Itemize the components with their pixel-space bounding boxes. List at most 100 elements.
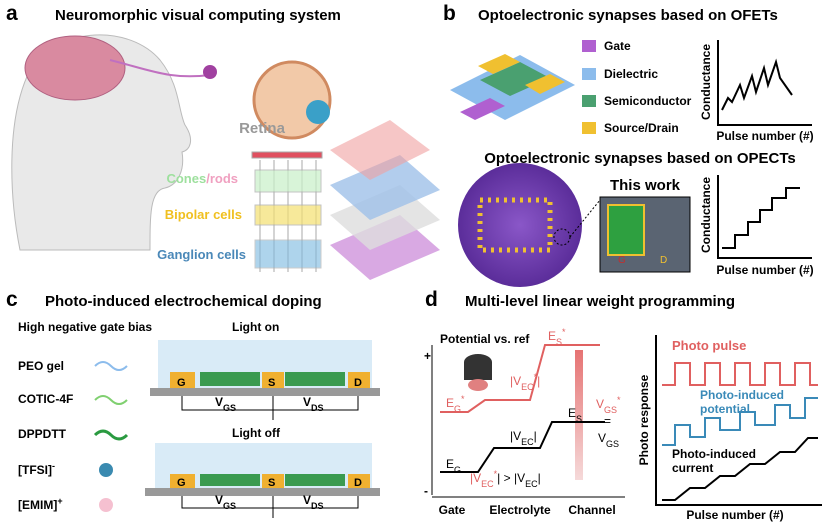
- e-sub: S: [576, 414, 582, 424]
- electrode-label: G: [177, 377, 186, 389]
- panel-d: d Multi-level linear weight programming …: [424, 288, 822, 522]
- potential-label: Potential vs. ref: [440, 332, 530, 346]
- legend-icon: [93, 429, 129, 441]
- y-axis-label: Photo response: [637, 374, 651, 465]
- c: | > |V: [497, 471, 525, 485]
- x-axis-label: Pulse number (#): [716, 263, 813, 277]
- x-axis-label: Pulse number (#): [686, 508, 783, 522]
- panel-title: Neuromorphic visual computing system: [55, 7, 341, 24]
- brain: [24, 35, 126, 101]
- v: |V: [510, 374, 521, 388]
- panel-title: Photo-induced electrochemical doping: [45, 293, 322, 310]
- eg: EG: [446, 457, 461, 475]
- legend-label: DPPDTT: [18, 427, 67, 441]
- es-star: ES*: [548, 327, 566, 347]
- legend-icon: [94, 361, 128, 371]
- axes: [655, 335, 822, 506]
- light-off: Light off: [232, 426, 281, 440]
- vgs: VGS: [598, 431, 619, 449]
- legend-sup: +: [57, 496, 62, 506]
- panel-letter: b: [443, 2, 456, 25]
- panel-letter: d: [425, 288, 438, 311]
- v-end: |: [537, 374, 540, 388]
- y-axis-label: Conductance: [699, 177, 713, 253]
- vec: |VEC|: [510, 429, 537, 447]
- vds: VDS: [303, 395, 324, 413]
- line: Photo-induced: [672, 447, 756, 461]
- x-label: Electrolyte: [489, 503, 551, 517]
- panel-letter: c: [6, 288, 18, 311]
- e-sub: G: [454, 465, 461, 475]
- x-label: Channel: [568, 503, 615, 517]
- chip-label: D: [660, 255, 667, 266]
- e: E: [548, 329, 556, 343]
- e: E: [568, 406, 576, 420]
- e: E: [446, 396, 454, 410]
- vgs: VGS: [215, 493, 236, 511]
- light-on: Light on: [232, 320, 279, 334]
- c: |: [538, 471, 541, 485]
- v: V: [215, 493, 223, 507]
- v-sub: GS: [604, 405, 617, 415]
- v-sub: GS: [606, 439, 619, 449]
- e-sub: S: [556, 337, 562, 347]
- semiconductor-layer: [480, 62, 550, 96]
- x-label: Gate: [439, 503, 466, 517]
- light-source: [464, 362, 492, 380]
- neuron-body: [203, 65, 217, 79]
- e: E: [446, 457, 454, 471]
- pulse-curve: [662, 362, 818, 386]
- this-work: This work: [610, 177, 681, 194]
- panel-a: a Neuromorphic visual computing system R…: [6, 2, 440, 280]
- legend-icon: [99, 498, 113, 512]
- v: V: [215, 395, 223, 409]
- legend-label: Gate: [604, 39, 631, 53]
- ganglion-label: Ganglion cells: [157, 247, 246, 262]
- y-axis-label: Conductance: [699, 44, 713, 120]
- channel: [607, 204, 645, 256]
- c: |V: [470, 471, 481, 485]
- legend-label: [EMIM]+: [18, 496, 63, 512]
- equals: =: [604, 414, 611, 428]
- v-sub: GS: [223, 501, 236, 511]
- panel-c: c Photo-induced electrochemical doping H…: [6, 288, 380, 518]
- v-sub: DS: [311, 501, 324, 511]
- electrode-label: G: [177, 477, 186, 489]
- v-sub: DS: [311, 403, 324, 413]
- v-sub: EC: [521, 382, 534, 392]
- vgs-star: VGS*: [596, 395, 621, 415]
- v: V: [596, 397, 604, 411]
- v-sup: *: [617, 395, 621, 405]
- light-bar: [575, 350, 583, 480]
- vgs: VGS: [215, 395, 236, 413]
- electrode-label: D: [354, 477, 362, 489]
- image-layers: [330, 120, 440, 280]
- curve: [721, 58, 793, 111]
- electrode-label: S: [268, 477, 275, 489]
- electrode-label: S: [268, 377, 275, 389]
- e-sup: *: [461, 394, 465, 404]
- vec-star: |VEC*|: [510, 372, 540, 392]
- neuron: [109, 59, 211, 78]
- devices: [477, 197, 553, 253]
- retina-label: Retina: [239, 120, 286, 137]
- legend-swatch: [582, 95, 596, 107]
- x-axis-label: Pulse number (#): [716, 129, 813, 143]
- v-end: |: [534, 429, 537, 443]
- legend-label: COTIC-4F: [18, 392, 73, 406]
- electrode-label: D: [354, 377, 362, 389]
- legend-text: [TFSI]: [18, 463, 52, 477]
- device-off: [145, 443, 380, 518]
- dark-levels: [440, 421, 605, 473]
- legend-label: PEO gel: [18, 359, 64, 373]
- v-sub: GS: [223, 403, 236, 413]
- plus: +: [424, 349, 431, 363]
- v-sub: EC: [521, 437, 534, 447]
- excited-levels: [440, 344, 600, 413]
- legend-label: Source/Drain: [604, 121, 679, 135]
- axes: [717, 175, 812, 259]
- legend-swatch: [582, 40, 596, 52]
- legend-label: Dielectric: [604, 67, 658, 81]
- legend-sup: -: [52, 461, 55, 471]
